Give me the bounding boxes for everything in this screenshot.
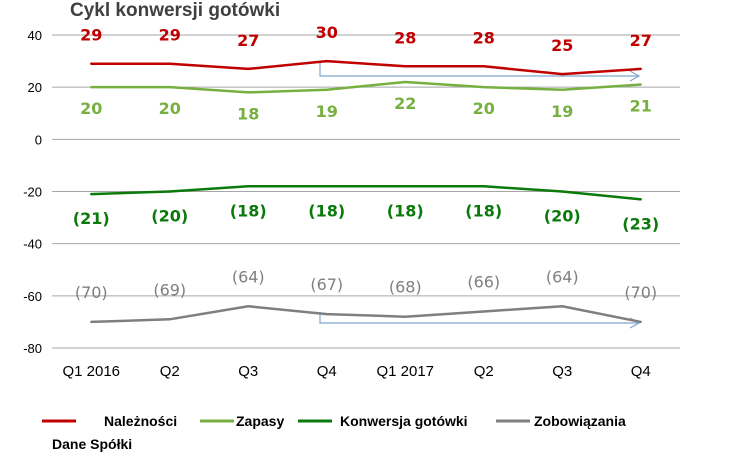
receivables-trend-arrowhead [629,70,641,82]
data-label: 20 [473,99,495,118]
data-point [404,185,407,188]
data-point [639,198,642,201]
series-line-0 [91,59,641,76]
data-label: (68) [389,278,422,297]
receivables-trend-arrow [319,61,638,77]
data-label: 27 [630,31,652,50]
data-point [404,80,407,84]
data-label: 19 [551,102,573,121]
data-point [168,190,171,193]
series-line-2 [91,185,641,201]
data-point [168,85,171,89]
legend: Należności Zapasy Konwersja gotówki Zobowią… [42,413,626,429]
data-label: (23) [622,214,659,233]
x-tick-label: Q1 2016 [62,363,120,380]
source-note: Dane Spółki [52,436,132,452]
chart-title: Cykl konwersji gotówki [70,0,280,21]
data-label: 20 [159,99,181,118]
data-point [90,85,93,89]
y-tick-label: -40 [23,237,42,252]
y-tick-label: -20 [23,185,42,200]
series-line-3 [91,305,641,324]
data-label: (20) [151,207,188,226]
x-tick-label: Q3 [238,363,258,380]
x-tick-label: Q4 [317,363,337,380]
data-point [639,83,642,86]
data-label: (18) [387,201,424,220]
data-label: (18) [230,201,267,220]
data-label: (64) [232,267,265,286]
data-label: 25 [551,36,573,55]
data-label: (70) [624,283,657,302]
y-tick-label: 40 [28,28,42,43]
data-label: 22 [394,94,416,113]
data-point [404,65,407,68]
data-label: 18 [237,104,259,123]
x-tick-label: Q4 [631,363,651,380]
legend-entry: Konwersja gotówki [340,413,468,429]
data-labels: 29 29 27 30 28 28 25 27 20 20 18 19 22 20 19 21 (21) (20)… [73,23,659,302]
data-point [90,192,93,196]
data-label: (18) [465,201,502,220]
data-label: (64) [546,267,579,286]
data-point [325,185,328,188]
y-tick-label: 0 [35,132,42,147]
data-point [561,190,564,193]
payables-trend-arrow [319,312,638,324]
data-point [247,185,250,188]
data-label: 30 [316,23,338,42]
data-label: 28 [394,28,416,47]
data-point [168,318,171,321]
data-label: (70) [75,283,108,302]
data-point [639,67,642,71]
series-line-1 [91,80,641,94]
data-label: 21 [630,97,652,116]
x-tick-label: Q2 [160,363,180,380]
data-point [639,320,642,324]
data-label: 19 [316,102,338,121]
data-point [90,62,93,65]
data-point [561,88,564,91]
data-point [482,310,485,313]
data-point [247,67,250,71]
data-point [247,305,250,308]
data-label: (66) [467,272,500,291]
data-point [325,88,328,91]
x-tick-label: Q1 2017 [376,363,434,380]
series-lines [90,59,642,324]
data-point [482,65,485,68]
data-label: (69) [153,280,186,299]
x-tick-label: Q3 [552,363,572,380]
data-label: 28 [473,28,495,47]
x-tick-label: Q2 [474,363,494,380]
data-label: 20 [80,99,102,118]
y-axis-ticks: 40 20 0 -20 -40 -60 -80 [23,28,42,356]
data-label: 29 [159,26,181,45]
data-label: 29 [80,26,102,45]
data-label: (21) [73,209,110,228]
legend-entry: Zobowiązania [534,413,626,429]
data-label: (18) [308,201,345,220]
data-point [247,91,250,94]
data-label: 27 [237,31,259,50]
data-point [482,85,485,89]
data-point [168,62,171,65]
data-point [90,320,93,324]
x-axis-ticks: Q1 2016 Q2 Q3 Q4 Q1 2017 Q2 Q3 Q4 [62,363,650,380]
data-label: (67) [310,275,343,294]
data-point [325,59,328,63]
legend-entry: Należności [104,413,177,429]
data-point [561,305,564,308]
data-point [325,312,328,316]
data-point [404,315,407,318]
y-tick-label: -80 [23,341,42,356]
legend-entry: Zapasy [236,413,284,429]
data-label: (20) [544,207,581,226]
y-tick-label: -60 [23,289,42,304]
data-point [561,72,564,76]
data-point [482,185,485,188]
y-tick-label: 20 [28,80,42,95]
